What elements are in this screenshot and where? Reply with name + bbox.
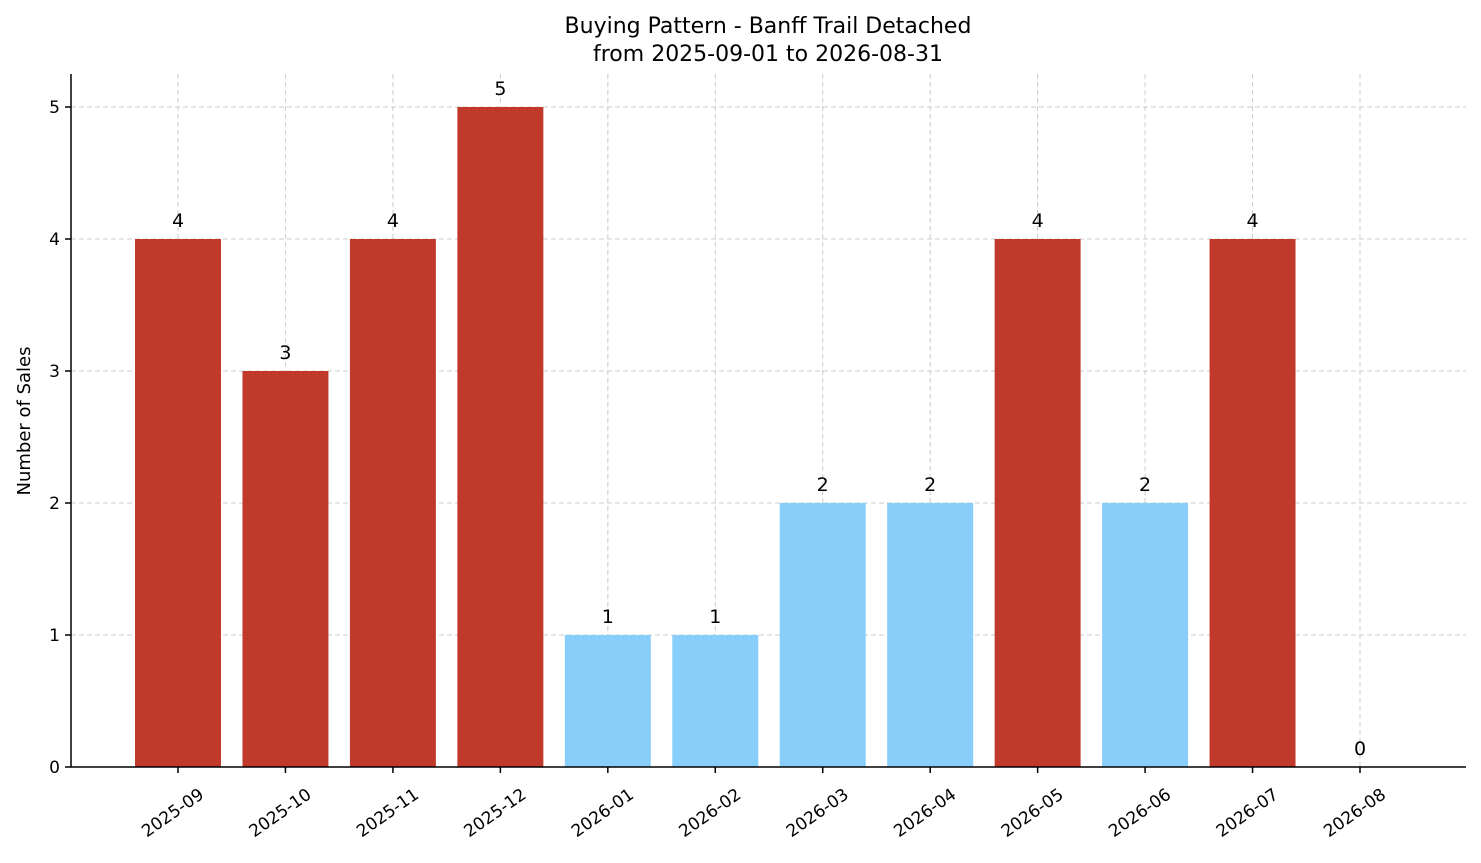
bar (1102, 503, 1189, 767)
bar (135, 239, 221, 767)
y-tick-label: 0 (49, 758, 60, 778)
bar-value-label: 5 (494, 78, 506, 100)
y-axis-label: Number of Sales (14, 346, 35, 495)
x-tick-label: 2026-04 (890, 785, 960, 842)
x-tick-label: 2026-03 (783, 785, 853, 842)
bar (887, 503, 974, 767)
y-tick-label: 1 (49, 626, 60, 646)
bar (779, 503, 866, 767)
bar-value-label: 4 (1246, 210, 1258, 232)
x-tick-label: 2026-01 (568, 785, 638, 842)
bar (564, 635, 651, 767)
x-tick-label: 2026-08 (1320, 785, 1390, 842)
bar (457, 107, 544, 767)
bar-value-label: 4 (387, 210, 399, 232)
bar-value-label: 2 (1139, 474, 1151, 496)
y-tick-label: 4 (49, 230, 60, 250)
bar-value-label: 3 (279, 342, 291, 364)
bar-value-label: 1 (602, 606, 614, 628)
bar-value-label: 0 (1354, 738, 1366, 760)
chart-subtitle: from 2025-09-01 to 2026-08-31 (593, 42, 943, 67)
x-tick-label: 2025-10 (246, 785, 316, 842)
y-tick-label: 2 (49, 494, 60, 514)
bar (242, 371, 329, 767)
y-tick-label: 5 (49, 98, 60, 118)
x-tick-label: 2026-06 (1105, 785, 1175, 842)
y-tick-label: 3 (49, 362, 60, 382)
labels-layer: 4 3 4 5 1 1 2 2 4 2 4 0 (172, 78, 1366, 760)
bar-value-label: 4 (1032, 210, 1044, 232)
x-tick-label: 2025-11 (353, 785, 423, 842)
bars-layer (135, 107, 1296, 767)
x-tick-label: 2025-09 (138, 785, 208, 842)
bar-value-label: 1 (709, 606, 721, 628)
bar (994, 239, 1081, 767)
x-tick-label: 2026-07 (1213, 785, 1283, 842)
bar-value-label: 2 (924, 474, 936, 496)
chart-title: Buying Pattern - Banff Trail Detached (565, 14, 972, 39)
bar-value-label: 4 (172, 210, 184, 232)
bar (672, 635, 759, 767)
x-tick-label: 2026-05 (998, 785, 1068, 842)
bar-value-label: 2 (817, 474, 829, 496)
bar (1209, 239, 1296, 767)
x-tick-label: 2025-12 (461, 785, 531, 842)
bar (349, 239, 436, 767)
x-tick-label: 2026-02 (675, 785, 745, 842)
